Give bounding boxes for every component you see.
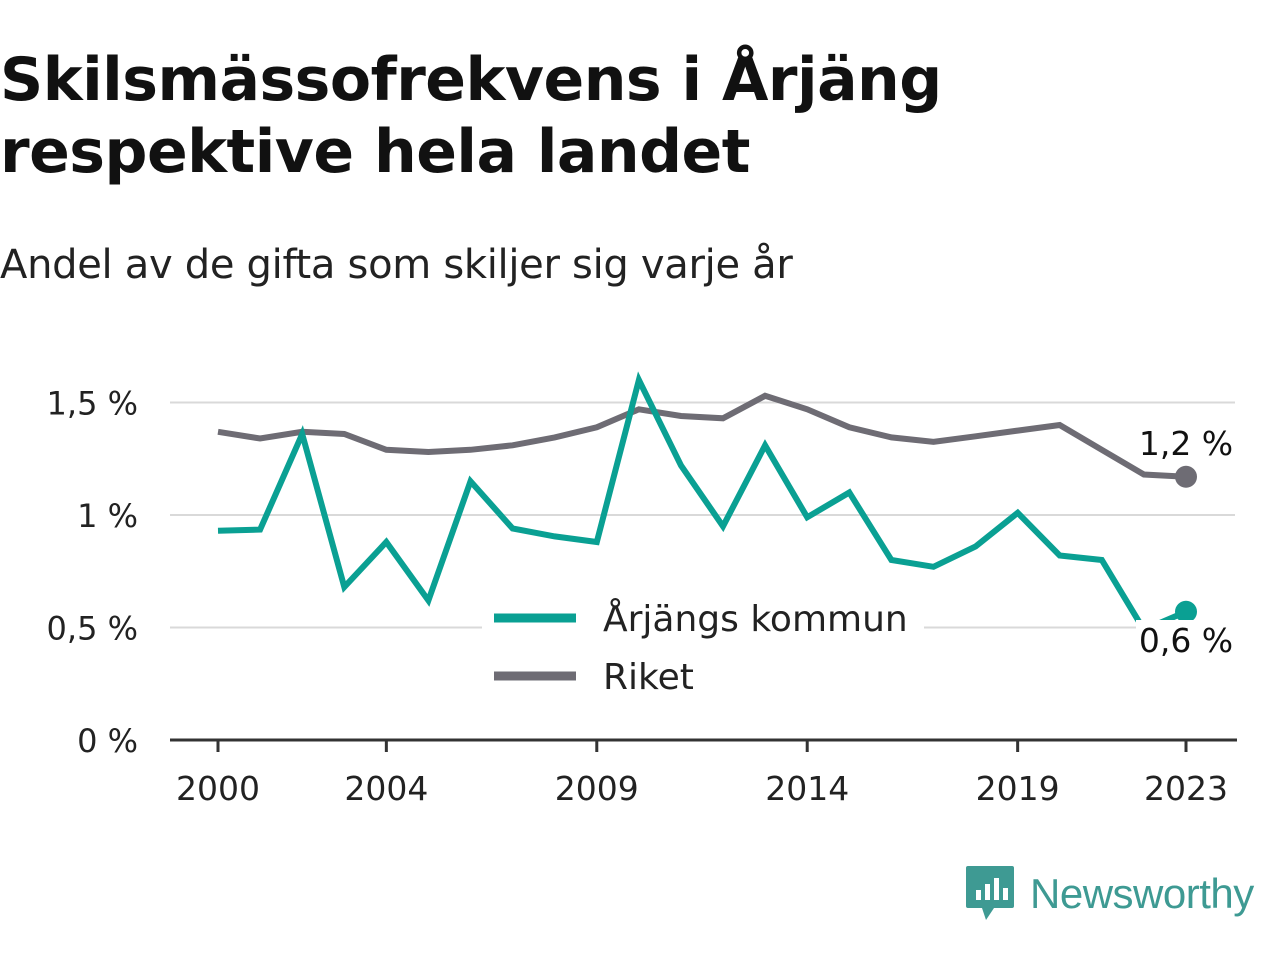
- end-labels: 0,6 % 1,2 %: [1136, 424, 1236, 660]
- legend-label: Årjängs kommun: [603, 597, 908, 640]
- x-tick-label: 2009: [555, 769, 639, 808]
- series-layer: [217, 371, 1197, 634]
- chart-title: Skilsmässofrekvens i Årjäng respektive h…: [0, 45, 942, 187]
- end-point: [1175, 600, 1197, 623]
- x-tick-label: 2019: [976, 769, 1060, 808]
- newsworthy-logo: Newsworthy: [964, 864, 1254, 924]
- brand-name: Newsworthy: [1030, 870, 1254, 917]
- legend-label: Riket: [603, 657, 694, 698]
- end-label-bg: [1136, 620, 1236, 660]
- x-tick-label: 2004: [344, 769, 428, 808]
- y-tick-label: 0,5 %: [47, 610, 138, 648]
- series-line: [217, 392, 1187, 480]
- brand-icon: [966, 866, 1014, 920]
- x-tick-label: 2000: [176, 769, 260, 808]
- y-tick-label: 0 %: [77, 722, 138, 760]
- y-tick-label: 1,5 %: [47, 385, 138, 423]
- y-tick-label: 1 %: [77, 497, 138, 535]
- series-line: [217, 371, 1188, 634]
- end-value-label: 1,2 %: [1139, 424, 1233, 463]
- end-value-label: 0,6 %: [1139, 621, 1233, 660]
- x-tick-label: 2023: [1144, 769, 1228, 808]
- legend: Årjängs kommun Riket: [482, 592, 924, 706]
- legend-box: [482, 592, 924, 706]
- end-point: [1175, 465, 1197, 488]
- axis-layer: 0 % 0,5 % 1 % 1,5 % 2000 2004 2009 2014 2019 2023: [47, 385, 1237, 808]
- x-tick-label: 2014: [765, 769, 849, 808]
- chart-subtitle: Andel av de gifta som skiljer sig varje …: [0, 242, 793, 288]
